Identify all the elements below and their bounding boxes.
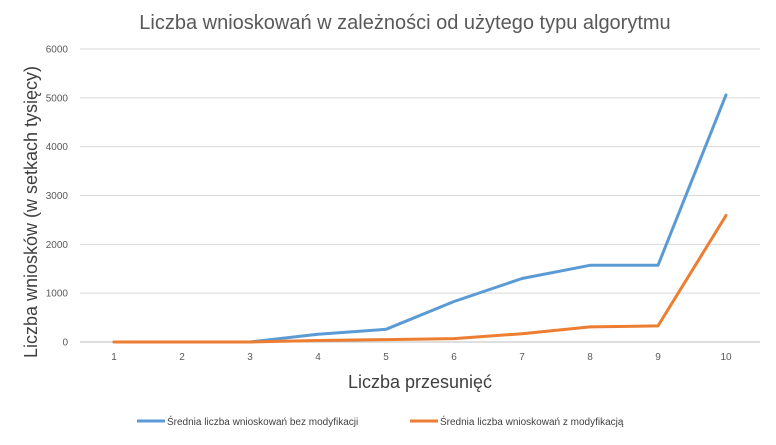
legend-label: Średnia liczba wnioskowań bez modyfikacj…: [167, 415, 358, 428]
x-axis-title: Liczba przesunięć: [348, 372, 492, 392]
x-tick-label: 8: [587, 352, 593, 363]
y-tick-label: 5000: [46, 93, 69, 104]
x-tick-label: 4: [315, 352, 321, 363]
x-tick-label: 10: [720, 352, 732, 363]
y-tick-label: 6000: [46, 45, 69, 56]
x-axis-ticks: 1 2 3 4 5 6 7 8 9 10: [111, 352, 732, 363]
series-lines: [112, 93, 728, 344]
chart-title: Liczba wnioskowań w zależności od użyteg…: [139, 12, 670, 34]
series-line-1: [112, 93, 728, 344]
y-tick-label: 2000: [46, 240, 69, 251]
y-axis-title: Liczba wniosków (w setkach tysięcy): [21, 66, 41, 358]
x-tick-label: 2: [179, 352, 185, 363]
y-tick-label: 4000: [46, 142, 69, 153]
y-axis-ticks: 0 1000 2000 3000 4000 5000 6000: [46, 45, 69, 349]
series-line-2: [112, 214, 728, 344]
x-tick-label: 5: [383, 352, 389, 363]
y-tick-label: 1000: [46, 289, 69, 300]
x-tick-label: 7: [519, 352, 525, 363]
x-tick-label: 6: [451, 352, 457, 363]
y-tick-label: 3000: [46, 191, 69, 202]
x-tick-label: 3: [247, 352, 253, 363]
x-tick-label: 9: [655, 352, 661, 363]
legend-label: Średnia liczba wnioskowań z modyfikacją: [440, 415, 624, 428]
y-tick-label: 0: [62, 338, 68, 349]
legend: Średnia liczba wnioskowań bez modyfikacj…: [137, 415, 624, 428]
x-tick-label: 1: [111, 352, 117, 363]
gridlines: [80, 48, 760, 343]
